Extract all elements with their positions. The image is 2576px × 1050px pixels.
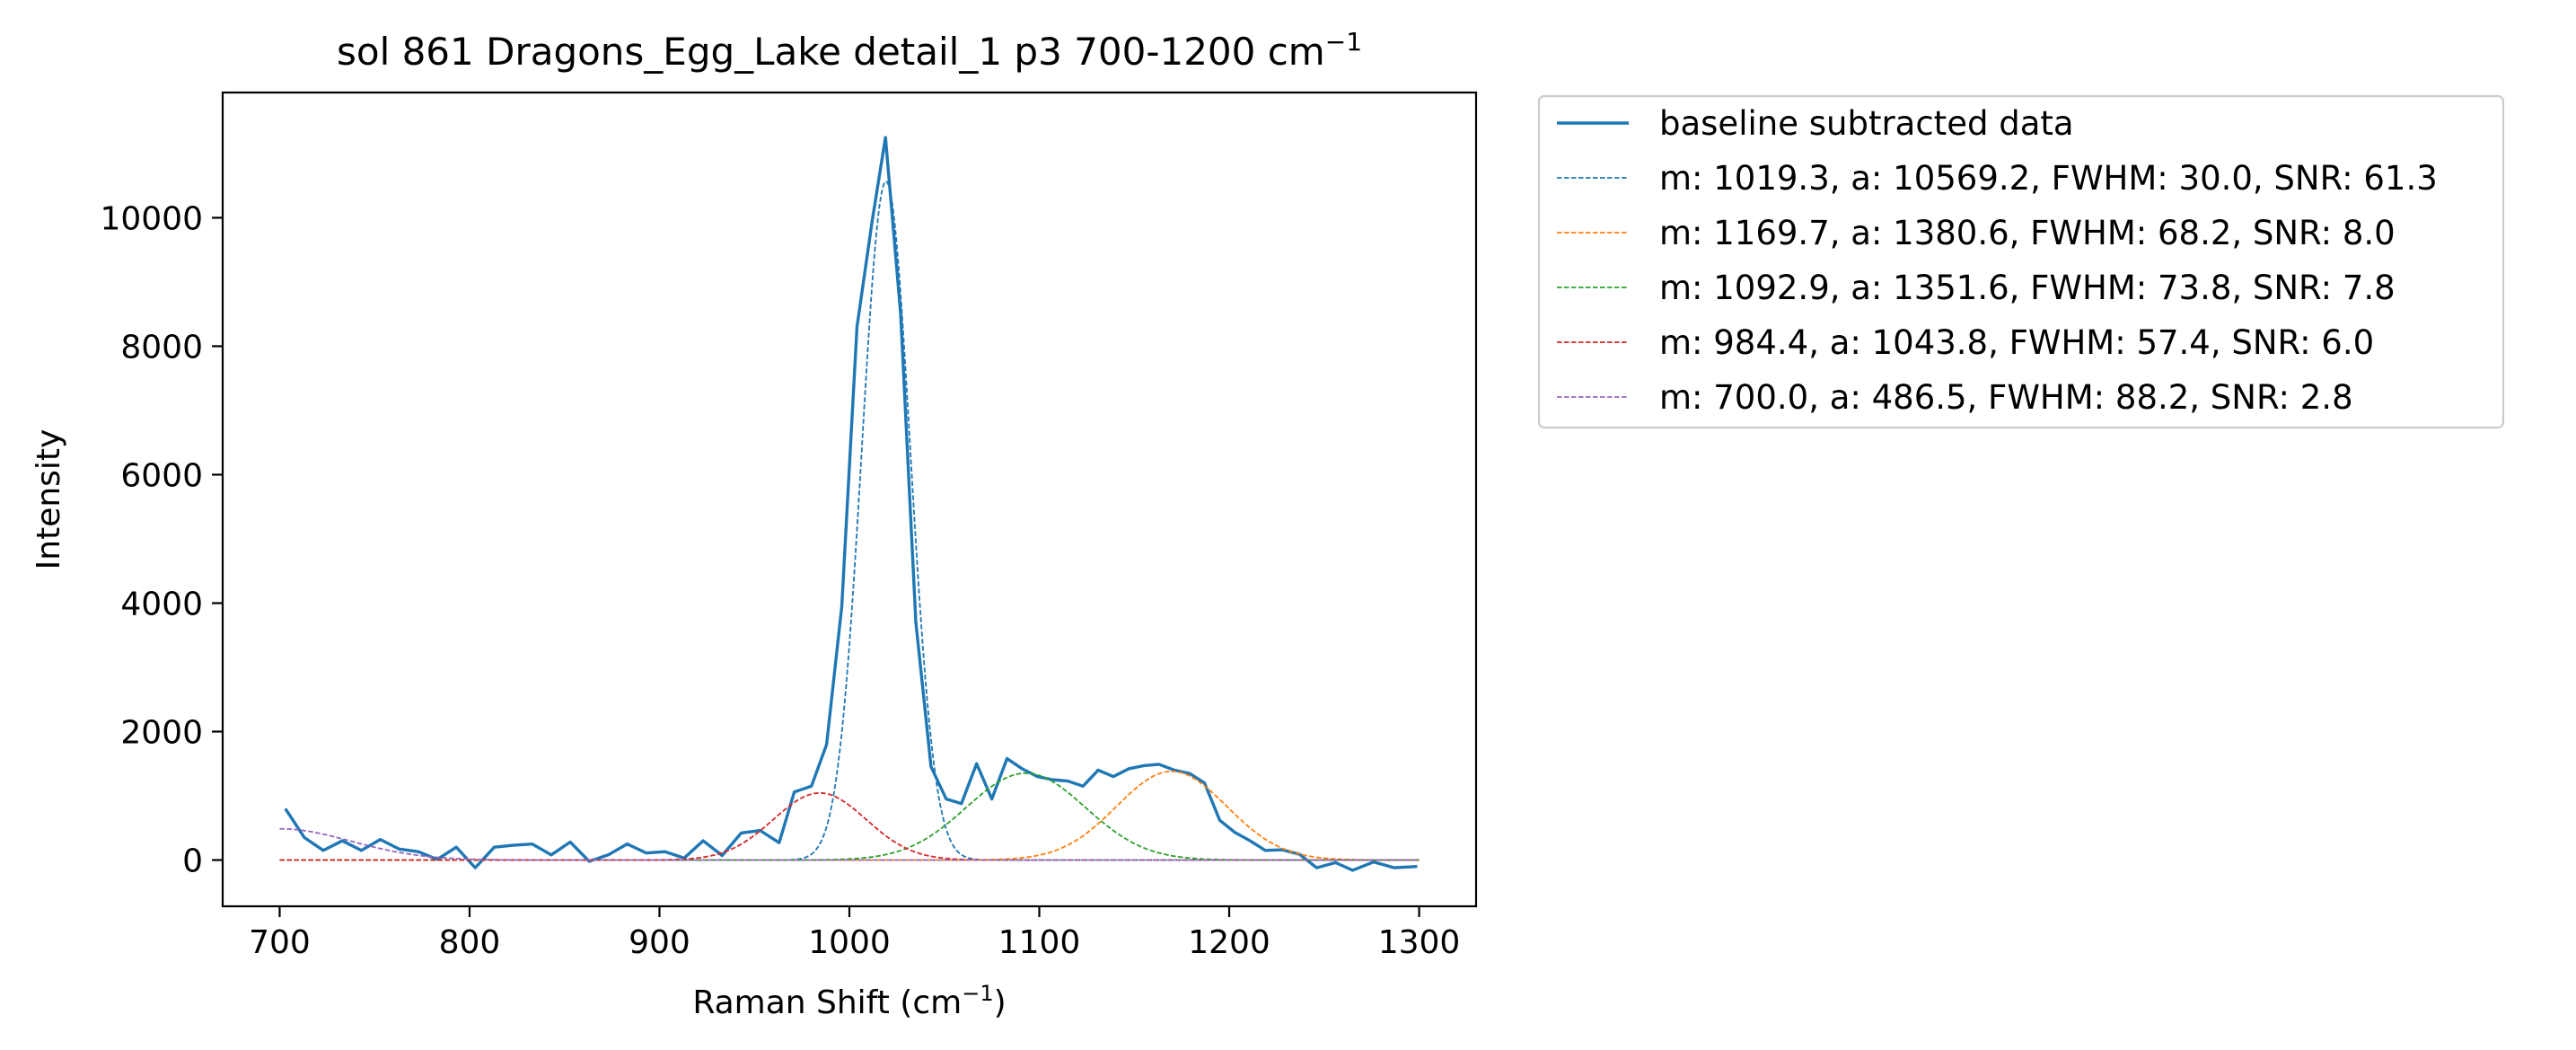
y-tick-label: 6000: [120, 457, 203, 494]
legend-label: baseline subtracted data: [1659, 104, 2074, 143]
legend-box: [1537, 94, 2505, 429]
y-tick-label: 2000: [120, 714, 203, 751]
x-axis: 700 800 900 1000 1100 1200 1300: [249, 906, 1460, 961]
y-tick-label: 10000: [100, 200, 203, 237]
y-tick-label: 4000: [120, 586, 203, 622]
x-tick-label: 1100: [998, 924, 1081, 961]
x-tick-label: 1200: [1188, 924, 1270, 961]
series-line-baseline-subtracted-data: [284, 136, 1418, 872]
legend-label: m: 984.4, a: 1043.8, FWHM: 57.4, SNR: 6.…: [1659, 323, 2374, 362]
x-tick-label: 900: [629, 924, 690, 961]
plot-area: [223, 93, 1476, 906]
chart-title: sol 861 Dragons_Egg_Lake detail_1 p3 700…: [337, 27, 1362, 74]
y-axis-label: Intensity: [31, 429, 67, 570]
legend-label: m: 1019.3, a: 10569.2, FWHM: 30.0, SNR: …: [1659, 159, 2438, 198]
x-tick-label: 1000: [808, 924, 891, 961]
x-axis-label: Raman Shift (cm−1): [692, 981, 1006, 1021]
y-tick-label: 0: [182, 843, 203, 880]
series-line-fit-peak-5: [279, 827, 1420, 861]
y-axis: 0 2000 4000 6000 8000 10000: [100, 200, 223, 880]
x-tick-label: 700: [249, 924, 311, 961]
legend-label: m: 1169.7, a: 1380.6, FWHM: 68.2, SNR: 8…: [1659, 214, 2396, 252]
legend-entries: baseline subtracted data m: 1019.3, a: 10…: [1557, 104, 2438, 417]
series-group: [279, 136, 1420, 872]
y-tick-label: 8000: [120, 329, 203, 366]
legend-label: m: 700.0, a: 486.5, FWHM: 88.2, SNR: 2.8: [1659, 378, 2353, 417]
x-tick-label: 800: [439, 924, 501, 961]
legend-label: m: 1092.9, a: 1351.6, FWHM: 73.8, SNR: 7…: [1659, 269, 2396, 307]
x-tick-label: 1300: [1378, 924, 1461, 961]
legend: baseline subtracted data m: 1019.3, a: 10…: [1537, 94, 2505, 429]
